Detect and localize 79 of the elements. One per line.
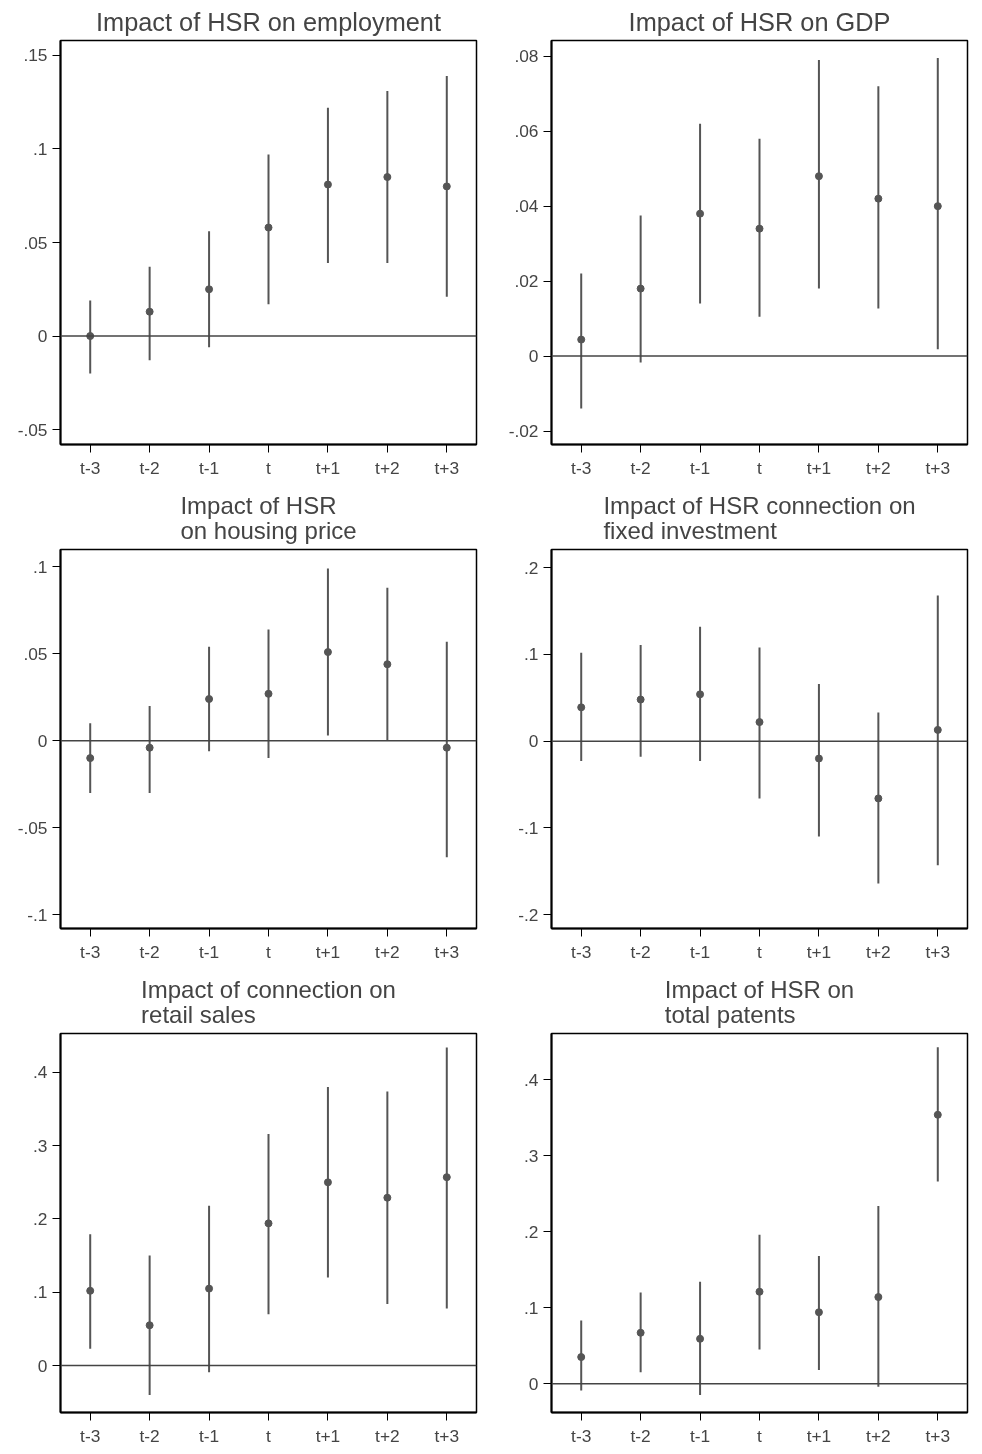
chart-title: Impact of HSR on GDP <box>628 7 891 36</box>
x-tick-label: t-2 <box>139 941 160 962</box>
y-tick-label: .1 <box>33 138 48 159</box>
x-tick-label: t-1 <box>689 457 711 478</box>
x-tick-label: t-1 <box>689 941 711 962</box>
y-tick-label: -.05 <box>17 817 48 838</box>
x-tick-label: t-3 <box>80 457 101 478</box>
y-tick-label: 0 <box>528 1373 539 1394</box>
chart-title: Impact of HSR on employment <box>96 7 441 36</box>
y-tick-label: .3 <box>33 1135 48 1156</box>
y-tick-label: .4 <box>33 1062 48 1083</box>
x-tick-label: t <box>266 1425 272 1446</box>
y-tick-label: .06 <box>514 121 539 142</box>
x-tick-label: t+1 <box>315 941 341 962</box>
x-tick-label: t-2 <box>139 1425 160 1446</box>
y-tick-label: -.05 <box>17 419 48 440</box>
chart-title: Impact of HSR on total patents <box>664 975 855 1029</box>
x-tick-label: t+2 <box>375 1425 400 1446</box>
x-tick-label: t-3 <box>80 941 101 962</box>
y-tick-label: .05 <box>23 643 48 664</box>
x-tick-label: t+2 <box>866 457 891 478</box>
x-tick-label: t-1 <box>198 941 220 962</box>
x-tick-label: t <box>266 941 272 962</box>
y-tick-label: .2 <box>33 1208 48 1229</box>
x-tick-label: t+2 <box>866 941 891 962</box>
y-tick-label: .1 <box>524 1297 539 1318</box>
y-tick-label: -.2 <box>518 904 539 925</box>
y-tick-label: -.1 <box>518 817 539 838</box>
chart-title: Impact of connection on retail sales <box>141 975 396 1029</box>
x-tick-label: t+2 <box>375 457 400 478</box>
y-tick-label: .04 <box>514 196 539 217</box>
y-tick-label: 0 <box>528 731 539 752</box>
x-tick-label: t-2 <box>630 457 651 478</box>
x-tick-label: t-2 <box>139 457 160 478</box>
x-tick-label: t+1 <box>315 457 341 478</box>
x-tick-label: t+2 <box>375 941 400 962</box>
x-tick-label: t+1 <box>806 941 832 962</box>
x-tick-label: t-3 <box>80 1425 101 1446</box>
y-tick-label: .1 <box>33 1282 48 1303</box>
y-tick-label: .4 <box>524 1069 539 1090</box>
x-tick-label: t+3 <box>434 457 460 478</box>
x-tick-label: t+1 <box>315 1425 341 1446</box>
x-tick-label: t <box>266 457 272 478</box>
y-tick-label: .05 <box>23 232 48 253</box>
y-tick-label: 0 <box>528 346 539 367</box>
y-tick-label: .02 <box>514 271 539 292</box>
x-tick-label: t-3 <box>571 457 592 478</box>
x-tick-label: t+2 <box>866 1425 891 1446</box>
x-tick-label: t+3 <box>925 941 951 962</box>
x-tick-label: t <box>757 457 763 478</box>
chart-title: Impact of HSR connection on fixed investment <box>603 491 916 545</box>
x-tick-label: t-3 <box>571 1425 592 1446</box>
y-tick-label: -.1 <box>27 904 48 925</box>
y-tick-label: .3 <box>524 1145 539 1166</box>
y-tick-label: .2 <box>524 1221 539 1242</box>
x-tick-label: t+1 <box>806 457 832 478</box>
x-tick-label: t-1 <box>198 1425 220 1446</box>
x-tick-label: t-1 <box>198 457 220 478</box>
x-tick-label: t+3 <box>434 1425 460 1446</box>
x-tick-label: t-1 <box>689 1425 711 1446</box>
x-tick-label: t-2 <box>630 941 651 962</box>
x-tick-label: t <box>757 1425 763 1446</box>
y-tick-label: .1 <box>33 556 48 577</box>
chart-title: Impact of HSR on housing price <box>180 491 357 545</box>
y-tick-label: 0 <box>37 730 48 751</box>
y-tick-label: .15 <box>23 45 48 66</box>
x-tick-label: t+1 <box>806 1425 832 1446</box>
x-tick-label: t-2 <box>630 1425 651 1446</box>
x-tick-label: t+3 <box>925 457 951 478</box>
x-tick-label: t+3 <box>434 941 460 962</box>
y-tick-label: -.02 <box>508 421 539 442</box>
y-tick-label: 0 <box>37 1355 48 1376</box>
x-tick-label: t <box>757 941 763 962</box>
y-tick-label: 0 <box>37 326 48 347</box>
x-tick-label: t-3 <box>571 941 592 962</box>
y-tick-label: .08 <box>514 46 539 67</box>
y-tick-label: .1 <box>524 644 539 665</box>
y-tick-label: .2 <box>524 557 539 578</box>
x-tick-label: t+3 <box>925 1425 951 1446</box>
